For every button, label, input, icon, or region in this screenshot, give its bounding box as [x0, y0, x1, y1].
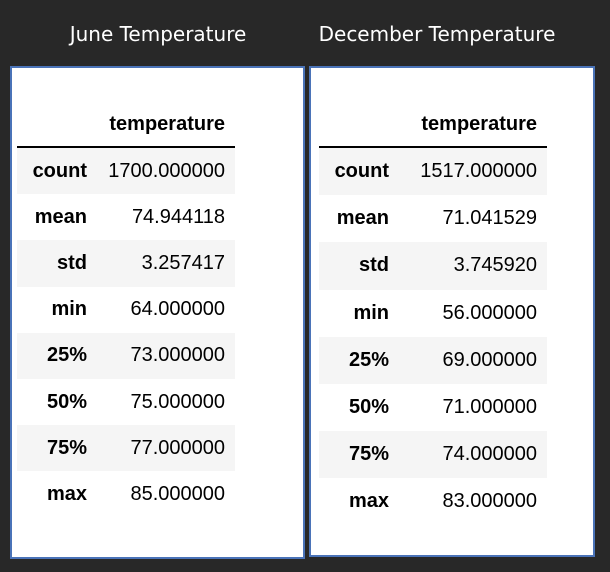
row-label: std — [57, 251, 87, 274]
row-value: 77.000000 — [130, 436, 225, 459]
table-row: max 83.000000 — [319, 478, 547, 525]
table-row: mean 71.041529 — [319, 195, 547, 242]
table-row: mean 74.944118 — [17, 194, 235, 240]
row-value: 1700.000000 — [108, 159, 225, 182]
row-label: mean — [336, 207, 389, 230]
december-stats-panel: temperature count 1517.000000 mean 71.0415… — [309, 66, 595, 557]
row-value: 73.000000 — [130, 344, 225, 367]
row-value: 83.000000 — [442, 490, 537, 513]
row-value: 74.944118 — [131, 205, 225, 228]
table-row: count 1700.000000 — [17, 147, 235, 195]
table-row: 50% 75.000000 — [17, 379, 235, 425]
row-value: 3.257417 — [141, 251, 225, 274]
june-stats-table: temperature count 1700.000000 mean 74.9441… — [17, 102, 235, 518]
table-row: 50% 71.000000 — [319, 384, 547, 431]
table-row: 25% 73.000000 — [17, 332, 235, 379]
row-value: 71.000000 — [442, 396, 537, 419]
table-row: 75% 77.000000 — [17, 425, 235, 472]
row-label: 25% — [46, 344, 87, 367]
december-stats-table: temperature count 1517.000000 mean 71.0415… — [319, 102, 547, 526]
table-row: max 85.000000 — [17, 471, 235, 517]
row-value: 75.000000 — [130, 390, 225, 413]
index-header — [17, 102, 99, 148]
index-header — [319, 102, 401, 148]
table-row: std 3.257417 — [17, 240, 235, 287]
column-header-temperature: temperature — [99, 102, 235, 148]
row-value: 74.000000 — [442, 443, 537, 466]
row-label: mean — [34, 205, 87, 228]
row-value: 3.745920 — [453, 254, 537, 277]
row-label: max — [348, 490, 389, 513]
row-value: 85.000000 — [130, 482, 225, 505]
row-label: max — [46, 482, 87, 505]
row-value: 71.041529 — [442, 207, 537, 230]
row-label: 25% — [348, 348, 389, 371]
row-label: 75% — [46, 436, 87, 459]
row-label: min — [51, 298, 87, 321]
row-label: 75% — [348, 443, 389, 466]
row-value: 64.000000 — [130, 298, 225, 321]
december-title: December Temperature — [318, 22, 556, 46]
june-stats-panel: temperature count 1700.000000 mean 74.9441… — [10, 66, 305, 559]
row-value: 56.000000 — [442, 301, 537, 324]
table-row: std 3.745920 — [319, 242, 547, 290]
row-label: std — [359, 254, 389, 277]
row-label: count — [334, 160, 389, 183]
table-row: 75% 74.000000 — [319, 431, 547, 479]
table-row: min 64.000000 — [17, 287, 235, 333]
row-value: 69.000000 — [442, 348, 537, 371]
table-row: 25% 69.000000 — [319, 336, 547, 384]
june-title: June Temperature — [69, 22, 247, 46]
row-label: count — [32, 159, 87, 182]
table-row: min 56.000000 — [319, 290, 547, 337]
row-label: 50% — [46, 390, 87, 413]
table-row: count 1517.000000 — [319, 147, 547, 196]
column-header-temperature: temperature — [401, 102, 547, 148]
row-value: 1517.000000 — [420, 160, 537, 183]
row-label: min — [353, 301, 389, 324]
row-label: 50% — [348, 396, 389, 419]
